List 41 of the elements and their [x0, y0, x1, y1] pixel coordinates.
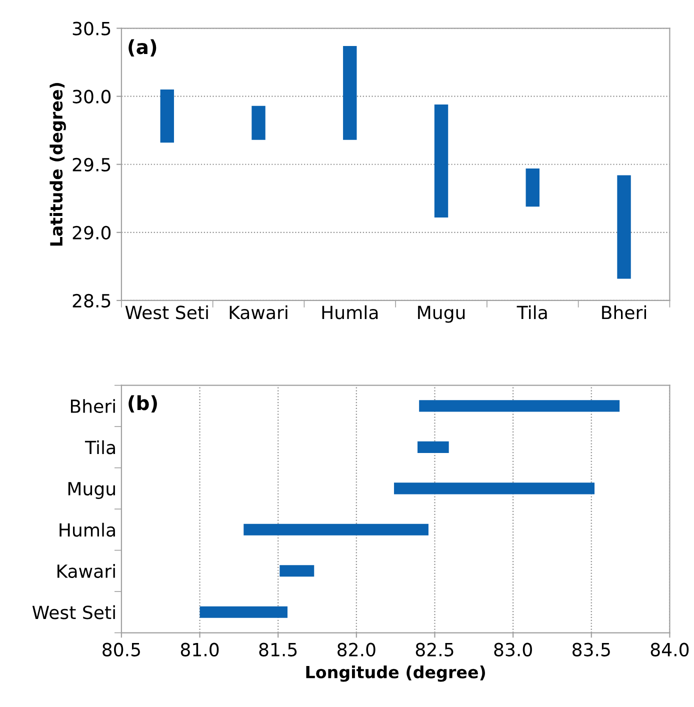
- bar: [526, 168, 540, 207]
- annotation: (b): [128, 395, 157, 413]
- bar: [418, 441, 449, 453]
- bar: [343, 46, 357, 140]
- x-tick-label: 82.0: [338, 642, 376, 656]
- bar: [617, 175, 631, 279]
- y-tick-label: Mugu: [68, 482, 115, 500]
- y-tick-label: West Seti: [32, 605, 115, 620]
- bar: [434, 104, 448, 218]
- x-tick-label: Mugu: [418, 306, 465, 323]
- x-tick-label: 80.5: [102, 642, 140, 656]
- y-tick-label: 29.0: [72, 226, 111, 240]
- y-tick-label: 29.5: [72, 158, 110, 172]
- y-tick-label: Kawari: [58, 564, 115, 578]
- y-tick-label: Tila: [84, 440, 115, 454]
- x-tick-label: Humla: [322, 305, 378, 320]
- x-tick-label: 84.0: [650, 642, 689, 656]
- bar: [160, 90, 174, 143]
- bar: [280, 565, 314, 577]
- x-tick-label: West Seti: [125, 305, 208, 320]
- x-tick-label: 83.0: [494, 642, 532, 656]
- x-tick-label: 82.5: [416, 642, 454, 656]
- y-tick-label: 30.0: [72, 90, 111, 104]
- bar: [419, 400, 620, 412]
- y-tick-label: 28.5: [72, 294, 110, 308]
- x-tick-label: Bheri: [602, 305, 646, 320]
- y-axis-title: Latitude (degree): [50, 82, 66, 246]
- bar: [244, 524, 428, 536]
- bar: [394, 482, 595, 494]
- bar: [200, 606, 288, 618]
- x-tick-label: 81.0: [180, 642, 219, 656]
- bar: [252, 106, 266, 140]
- x-tick-label: 81.5: [259, 642, 297, 656]
- x-tick-label: 83.5: [572, 642, 610, 656]
- y-tick-label: Bheri: [70, 399, 115, 414]
- y-tick-label: 30.5: [72, 22, 110, 36]
- x-tick-label: Kawari: [230, 305, 288, 320]
- annotation: (a): [128, 39, 156, 57]
- x-tick-label: Tila: [516, 305, 547, 320]
- y-tick-label: Humla: [60, 522, 115, 537]
- x-axis-title: Longitude (degree): [306, 666, 485, 682]
